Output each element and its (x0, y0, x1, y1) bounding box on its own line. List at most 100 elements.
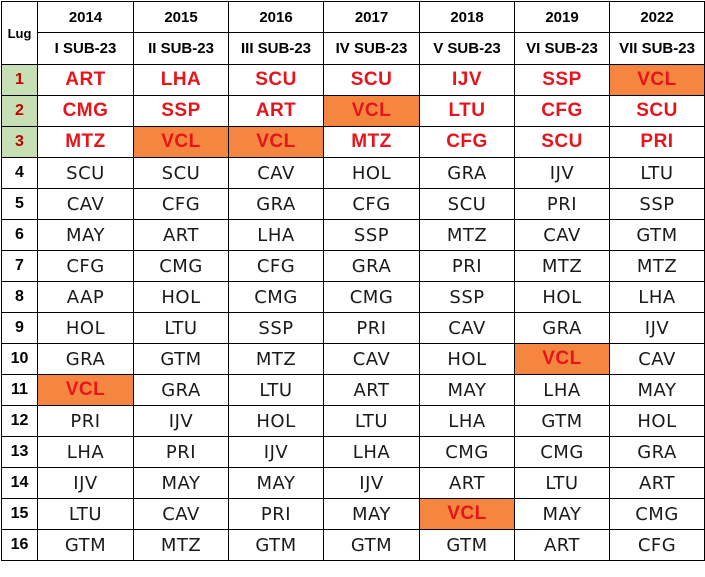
team-cell: GTM (37, 529, 134, 561)
team-cell: MTZ (609, 250, 705, 282)
highlighted-team-cell: VCL (609, 64, 705, 96)
position-cell: 4 (1, 157, 38, 189)
table-row: 14 IJV MAY MAY IJV ART LTU ART (1, 467, 705, 499)
team-cell: ART (419, 467, 515, 499)
team-cell: CAV (228, 157, 324, 189)
table-row: 5 CAV CFG GRA CFG SCU PRI SSP (1, 188, 705, 220)
table-row: 16 GTM MTZ GTM GTM GTM ART CFG (1, 529, 705, 561)
team-cell: HOL (133, 281, 229, 313)
edition-header: III SUB-23 (228, 32, 324, 65)
team-cell: CFG (228, 250, 324, 282)
team-cell: GRA (514, 312, 610, 344)
team-cell: LHA (133, 64, 229, 96)
edition-header: I SUB-23 (37, 32, 134, 65)
team-cell: CFG (37, 250, 134, 282)
team-cell: CMG (514, 436, 610, 468)
team-cell: IJV (133, 405, 229, 437)
team-cell: SCU (133, 157, 229, 189)
team-cell: ART (228, 95, 324, 127)
position-cell: 15 (1, 498, 38, 530)
team-cell: GTM (133, 343, 229, 375)
table-row: 10 GRA GTM MTZ CAV HOL VCL CAV (1, 343, 705, 375)
team-cell: ART (514, 529, 610, 561)
table-row: 8 AAP HOL CMG CMG SSP HOL LHA (1, 281, 705, 313)
team-cell: CMG (419, 436, 515, 468)
team-cell: PRI (323, 312, 420, 344)
standings-body: 1 ART LHA SCU SCU IJV SSP VCL 2 CMG SSP ART VCL LTU CF… (1, 64, 705, 561)
team-cell: SSP (228, 312, 324, 344)
team-cell: HOL (514, 281, 610, 313)
team-cell: GTM (609, 219, 705, 251)
team-cell: CMG (323, 281, 420, 313)
table-row: 11 VCL GRA LTU ART MAY LHA MAY (1, 374, 705, 406)
edition-header: VI SUB-23 (514, 32, 610, 65)
team-cell: SCU (514, 126, 610, 158)
team-cell: SSP (133, 95, 229, 127)
team-cell: GTM (514, 405, 610, 437)
position-cell: 2 (1, 95, 38, 127)
team-cell: LTU (133, 312, 229, 344)
team-cell: SSP (609, 188, 705, 220)
highlighted-team-cell: VCL (419, 498, 515, 530)
team-cell: MAY (609, 374, 705, 406)
team-cell: CAV (133, 498, 229, 530)
team-cell: LHA (228, 219, 324, 251)
team-cell: PRI (228, 498, 324, 530)
team-cell: GRA (419, 157, 515, 189)
team-cell: LTU (609, 157, 705, 189)
team-cell: MTZ (514, 250, 610, 282)
team-cell: SCU (323, 64, 420, 96)
team-cell: HOL (323, 157, 420, 189)
position-cell: 1 (1, 64, 38, 96)
team-cell: CFG (514, 95, 610, 127)
table-row: 3 MTZ VCL VCL MTZ CFG SCU PRI (1, 126, 705, 158)
team-cell: SCU (419, 188, 515, 220)
team-cell: MTZ (323, 126, 420, 158)
edition-header: V SUB-23 (419, 32, 515, 65)
team-cell: IJV (228, 436, 324, 468)
table-row: 12 PRI IJV HOL LTU LHA GTM HOL (1, 405, 705, 437)
team-cell: GTM (228, 529, 324, 561)
team-cell: CFG (133, 188, 229, 220)
team-cell: CMG (133, 250, 229, 282)
team-cell: ART (609, 467, 705, 499)
team-cell: PRI (609, 126, 705, 158)
team-cell: MAY (323, 498, 420, 530)
team-cell: SSP (514, 64, 610, 96)
position-cell: 9 (1, 312, 38, 344)
team-cell: IJV (514, 157, 610, 189)
team-cell: SCU (609, 95, 705, 127)
team-cell: LHA (514, 374, 610, 406)
team-cell: HOL (37, 312, 134, 344)
team-cell: ART (133, 219, 229, 251)
team-cell: HOL (609, 405, 705, 437)
position-cell: 3 (1, 126, 38, 158)
team-cell: LTU (419, 95, 515, 127)
team-cell: LTU (323, 405, 420, 437)
team-cell: LTU (514, 467, 610, 499)
position-cell: 13 (1, 436, 38, 468)
table-row: 4 SCU SCU CAV HOL GRA IJV LTU (1, 157, 705, 189)
year-header: 2016 (228, 1, 324, 33)
position-cell: 12 (1, 405, 38, 437)
team-cell: AAP (37, 281, 134, 313)
year-header: 2017 (323, 1, 420, 33)
highlighted-team-cell: VCL (133, 126, 229, 158)
team-cell: MTZ (228, 343, 324, 375)
team-cell: MTZ (37, 126, 134, 158)
team-cell: ART (37, 64, 134, 96)
position-cell: 6 (1, 219, 38, 251)
highlighted-team-cell: VCL (37, 374, 134, 406)
team-cell: SCU (37, 157, 134, 189)
team-cell: LHA (419, 405, 515, 437)
table-row: 7 CFG CMG CFG GRA PRI MTZ MTZ (1, 250, 705, 282)
highlighted-team-cell: VCL (323, 95, 420, 127)
team-cell: MTZ (133, 529, 229, 561)
edition-header: IV SUB-23 (323, 32, 420, 65)
team-cell: IJV (419, 64, 515, 96)
team-cell: HOL (419, 343, 515, 375)
team-cell: IJV (323, 467, 420, 499)
team-cell: GRA (609, 436, 705, 468)
table-row: 6 MAY ART LHA SSP MTZ CAV GTM (1, 219, 705, 251)
table-row: 2 CMG SSP ART VCL LTU CFG SCU (1, 95, 705, 127)
